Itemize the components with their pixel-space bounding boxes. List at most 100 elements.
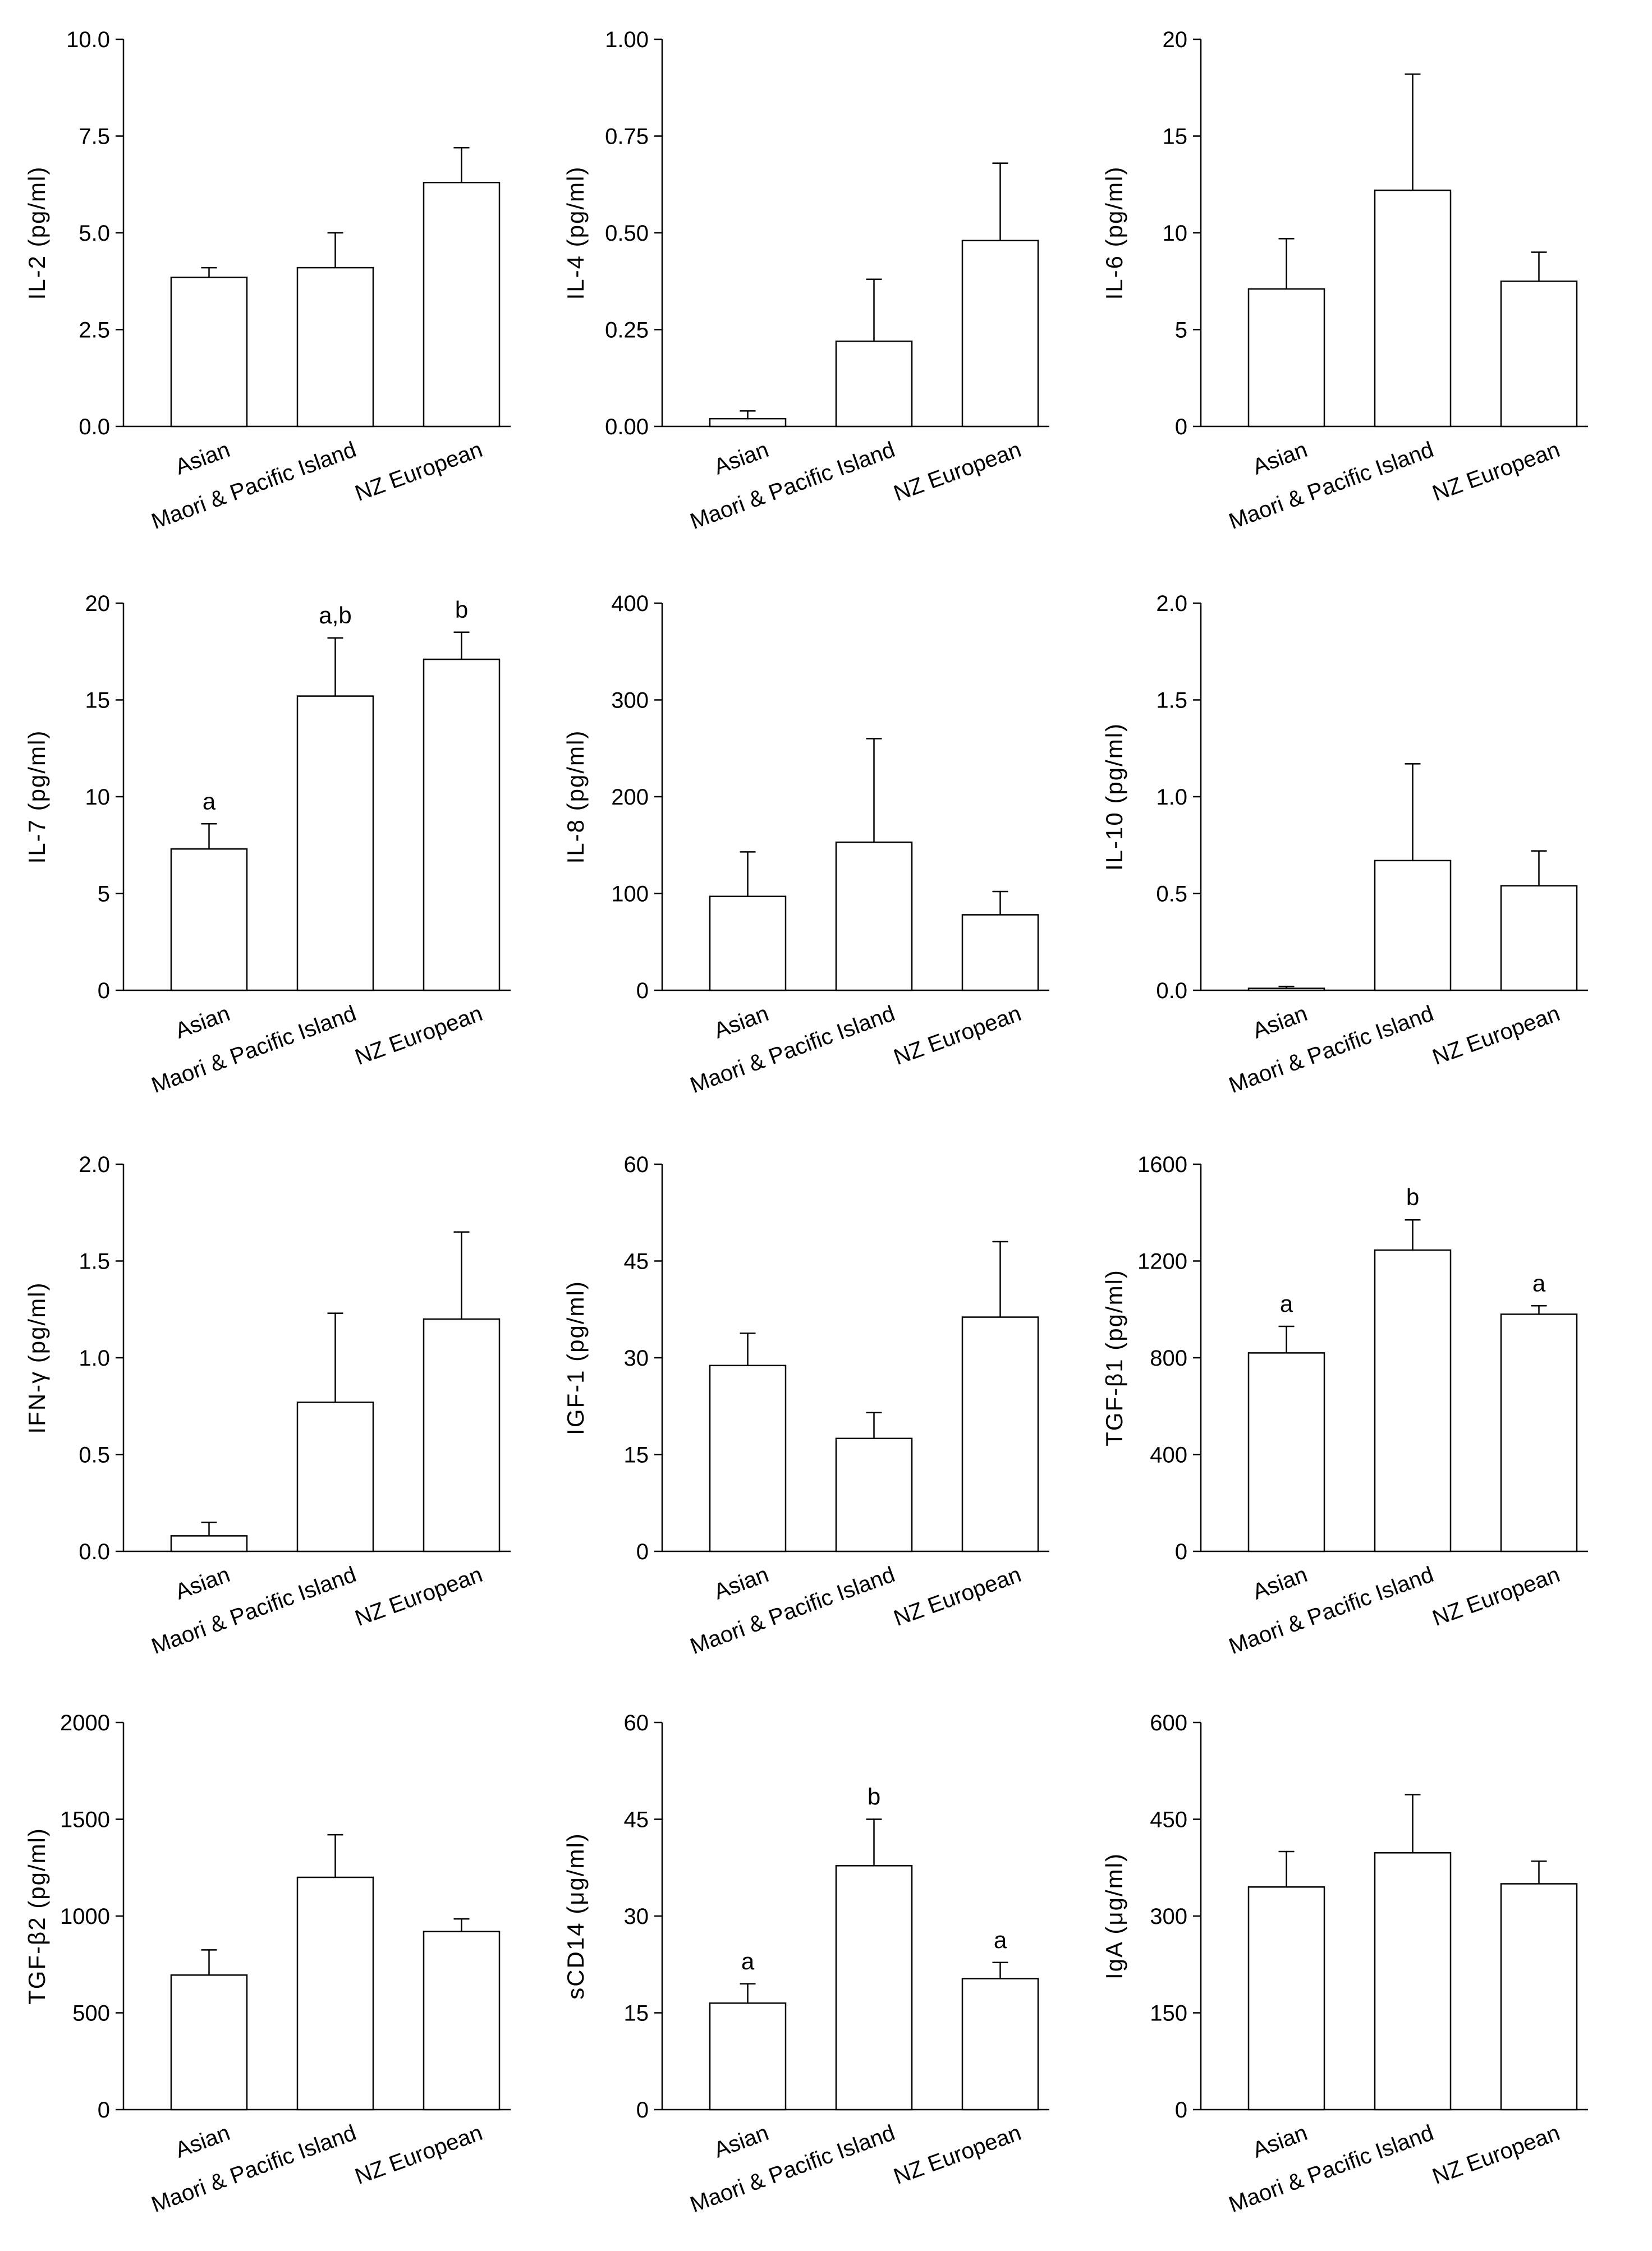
- y-tick-label: 0: [1175, 415, 1187, 439]
- y-tick-label: 600: [1150, 1711, 1187, 1735]
- bar: [170, 1535, 248, 1552]
- y-tick-label: 0: [636, 2098, 649, 2123]
- x-category-label: NZ European: [352, 2120, 486, 2189]
- bar: [961, 240, 1039, 428]
- y-axis-title: IL-10 (pg/ml): [1101, 723, 1127, 871]
- x-category-label: Asian: [1250, 437, 1311, 480]
- y-tick-label: 0: [636, 1540, 649, 1564]
- x-category-label: NZ European: [352, 1562, 486, 1631]
- y-tick-label: 10: [85, 785, 111, 810]
- y-axis-title: sCD14 (μg/ml): [562, 1832, 589, 2000]
- y-tick-label: 0.0: [1156, 979, 1187, 1003]
- y-axis-title: IL-7 (pg/ml): [24, 730, 50, 864]
- y-tick-label: 30: [624, 1346, 649, 1371]
- bar: [1500, 281, 1578, 428]
- y-tick-label: 100: [611, 882, 649, 907]
- y-tick-label: 15: [1163, 125, 1188, 149]
- x-category-label: NZ European: [1429, 1562, 1563, 1631]
- bar: [961, 1316, 1039, 1552]
- y-tick-label: 1000: [60, 1904, 110, 1929]
- x-category-label: NZ European: [891, 1562, 1025, 1631]
- significance-letter: b: [1406, 1184, 1419, 1210]
- significance-letter: a: [203, 788, 216, 814]
- y-tick-label: 0.50: [605, 221, 649, 246]
- bar: [296, 267, 374, 428]
- x-category-label: Asian: [711, 437, 772, 480]
- significance-letter: a,b: [319, 602, 351, 628]
- bar: [1374, 860, 1452, 991]
- bar: [709, 417, 787, 428]
- x-category-label: Maori & Pacific Island: [1226, 2120, 1437, 2217]
- x-category-label: Maori & Pacific Island: [687, 1562, 898, 1659]
- x-category-label: Maori & Pacific Island: [1226, 1562, 1437, 1659]
- x-category-label: Asian: [711, 1001, 772, 1044]
- y-tick-label: 30: [624, 1904, 649, 1929]
- y-tick-label: 0: [1175, 1540, 1187, 1564]
- x-category-label: NZ European: [891, 1001, 1025, 1070]
- chart-panel: 0 500 1000 1500 2000 TGF-β2 (pg/ml) AsianMaori…: [24, 1711, 511, 2217]
- y-tick-label: 5.0: [79, 221, 110, 246]
- y-tick-label: 500: [72, 2001, 110, 2026]
- significance-letter: b: [868, 1784, 880, 1810]
- y-axis-title: IFN-γ (pg/ml): [24, 1282, 50, 1434]
- bar: [709, 895, 787, 991]
- y-tick-label: 1600: [1137, 1152, 1187, 1177]
- bar: [1374, 1852, 1452, 2111]
- y-tick-label: 20: [85, 591, 111, 616]
- x-category-label: Asian: [711, 1562, 772, 1605]
- x-category-label: NZ European: [1429, 437, 1563, 506]
- y-tick-label: 1.5: [1156, 688, 1187, 713]
- y-tick-label: 200: [611, 785, 649, 810]
- significance-letter: a: [994, 1927, 1007, 1953]
- y-tick-label: 0: [98, 979, 110, 1003]
- bar: [1247, 1886, 1325, 2111]
- y-tick-label: 10.0: [66, 27, 110, 52]
- y-axis-title: IL-4 (pg/ml): [562, 166, 589, 300]
- bar: [170, 1974, 248, 2111]
- bar: [296, 1876, 374, 2111]
- y-axis-title: IGF-1 (pg/ml): [562, 1280, 589, 1435]
- x-category-label: NZ European: [1429, 1001, 1563, 1070]
- bar: [1500, 885, 1578, 991]
- y-tick-label: 150: [1150, 2001, 1187, 2026]
- x-category-label: NZ European: [891, 437, 1025, 506]
- x-category-label: Maori & Pacific Island: [687, 2120, 898, 2217]
- bar: [296, 1402, 374, 1552]
- chart-panel: 0 400 800 1200 1600 TGF-β1 (pg/ml) a Asian b Maor…: [1101, 1152, 1588, 1659]
- y-axis-title: IL-6 (pg/ml): [1101, 166, 1127, 300]
- bar: [170, 848, 248, 991]
- bar: [1500, 1313, 1578, 1552]
- significance-letter: a: [1532, 1270, 1546, 1296]
- y-tick-label: 0.5: [79, 1443, 110, 1468]
- y-axis-title: TGF-β2 (pg/ml): [24, 1827, 50, 2005]
- bar: [423, 182, 501, 428]
- bar: [1247, 288, 1325, 428]
- y-tick-label: 1200: [1137, 1249, 1187, 1274]
- bar: [423, 658, 501, 991]
- x-category-label: Asian: [1250, 1562, 1311, 1605]
- chart-panel: 0 15 30 45 60 sCD14 (μg/ml) a Asian b Maori & Pac…: [562, 1711, 1049, 2217]
- x-category-label: Maori & Pacific Island: [148, 1562, 359, 1659]
- bar: [835, 1437, 913, 1552]
- y-tick-label: 400: [611, 591, 649, 616]
- y-tick-label: 0: [1175, 2098, 1187, 2123]
- y-tick-label: 2.5: [79, 318, 110, 343]
- y-tick-label: 10: [1163, 221, 1188, 246]
- bar: [835, 340, 913, 428]
- bar: [835, 841, 913, 991]
- y-tick-label: 0: [636, 979, 649, 1003]
- x-category-label: Asian: [172, 1001, 233, 1044]
- bar: [1374, 1249, 1452, 1552]
- bar: [170, 277, 248, 428]
- y-tick-label: 5: [98, 882, 110, 907]
- y-tick-label: 15: [85, 688, 111, 713]
- y-tick-label: 0.0: [79, 1540, 110, 1564]
- y-tick-label: 2000: [60, 1711, 110, 1735]
- y-tick-label: 2.0: [1156, 591, 1187, 616]
- bar: [709, 2002, 787, 2111]
- y-tick-label: 15: [624, 2001, 649, 2026]
